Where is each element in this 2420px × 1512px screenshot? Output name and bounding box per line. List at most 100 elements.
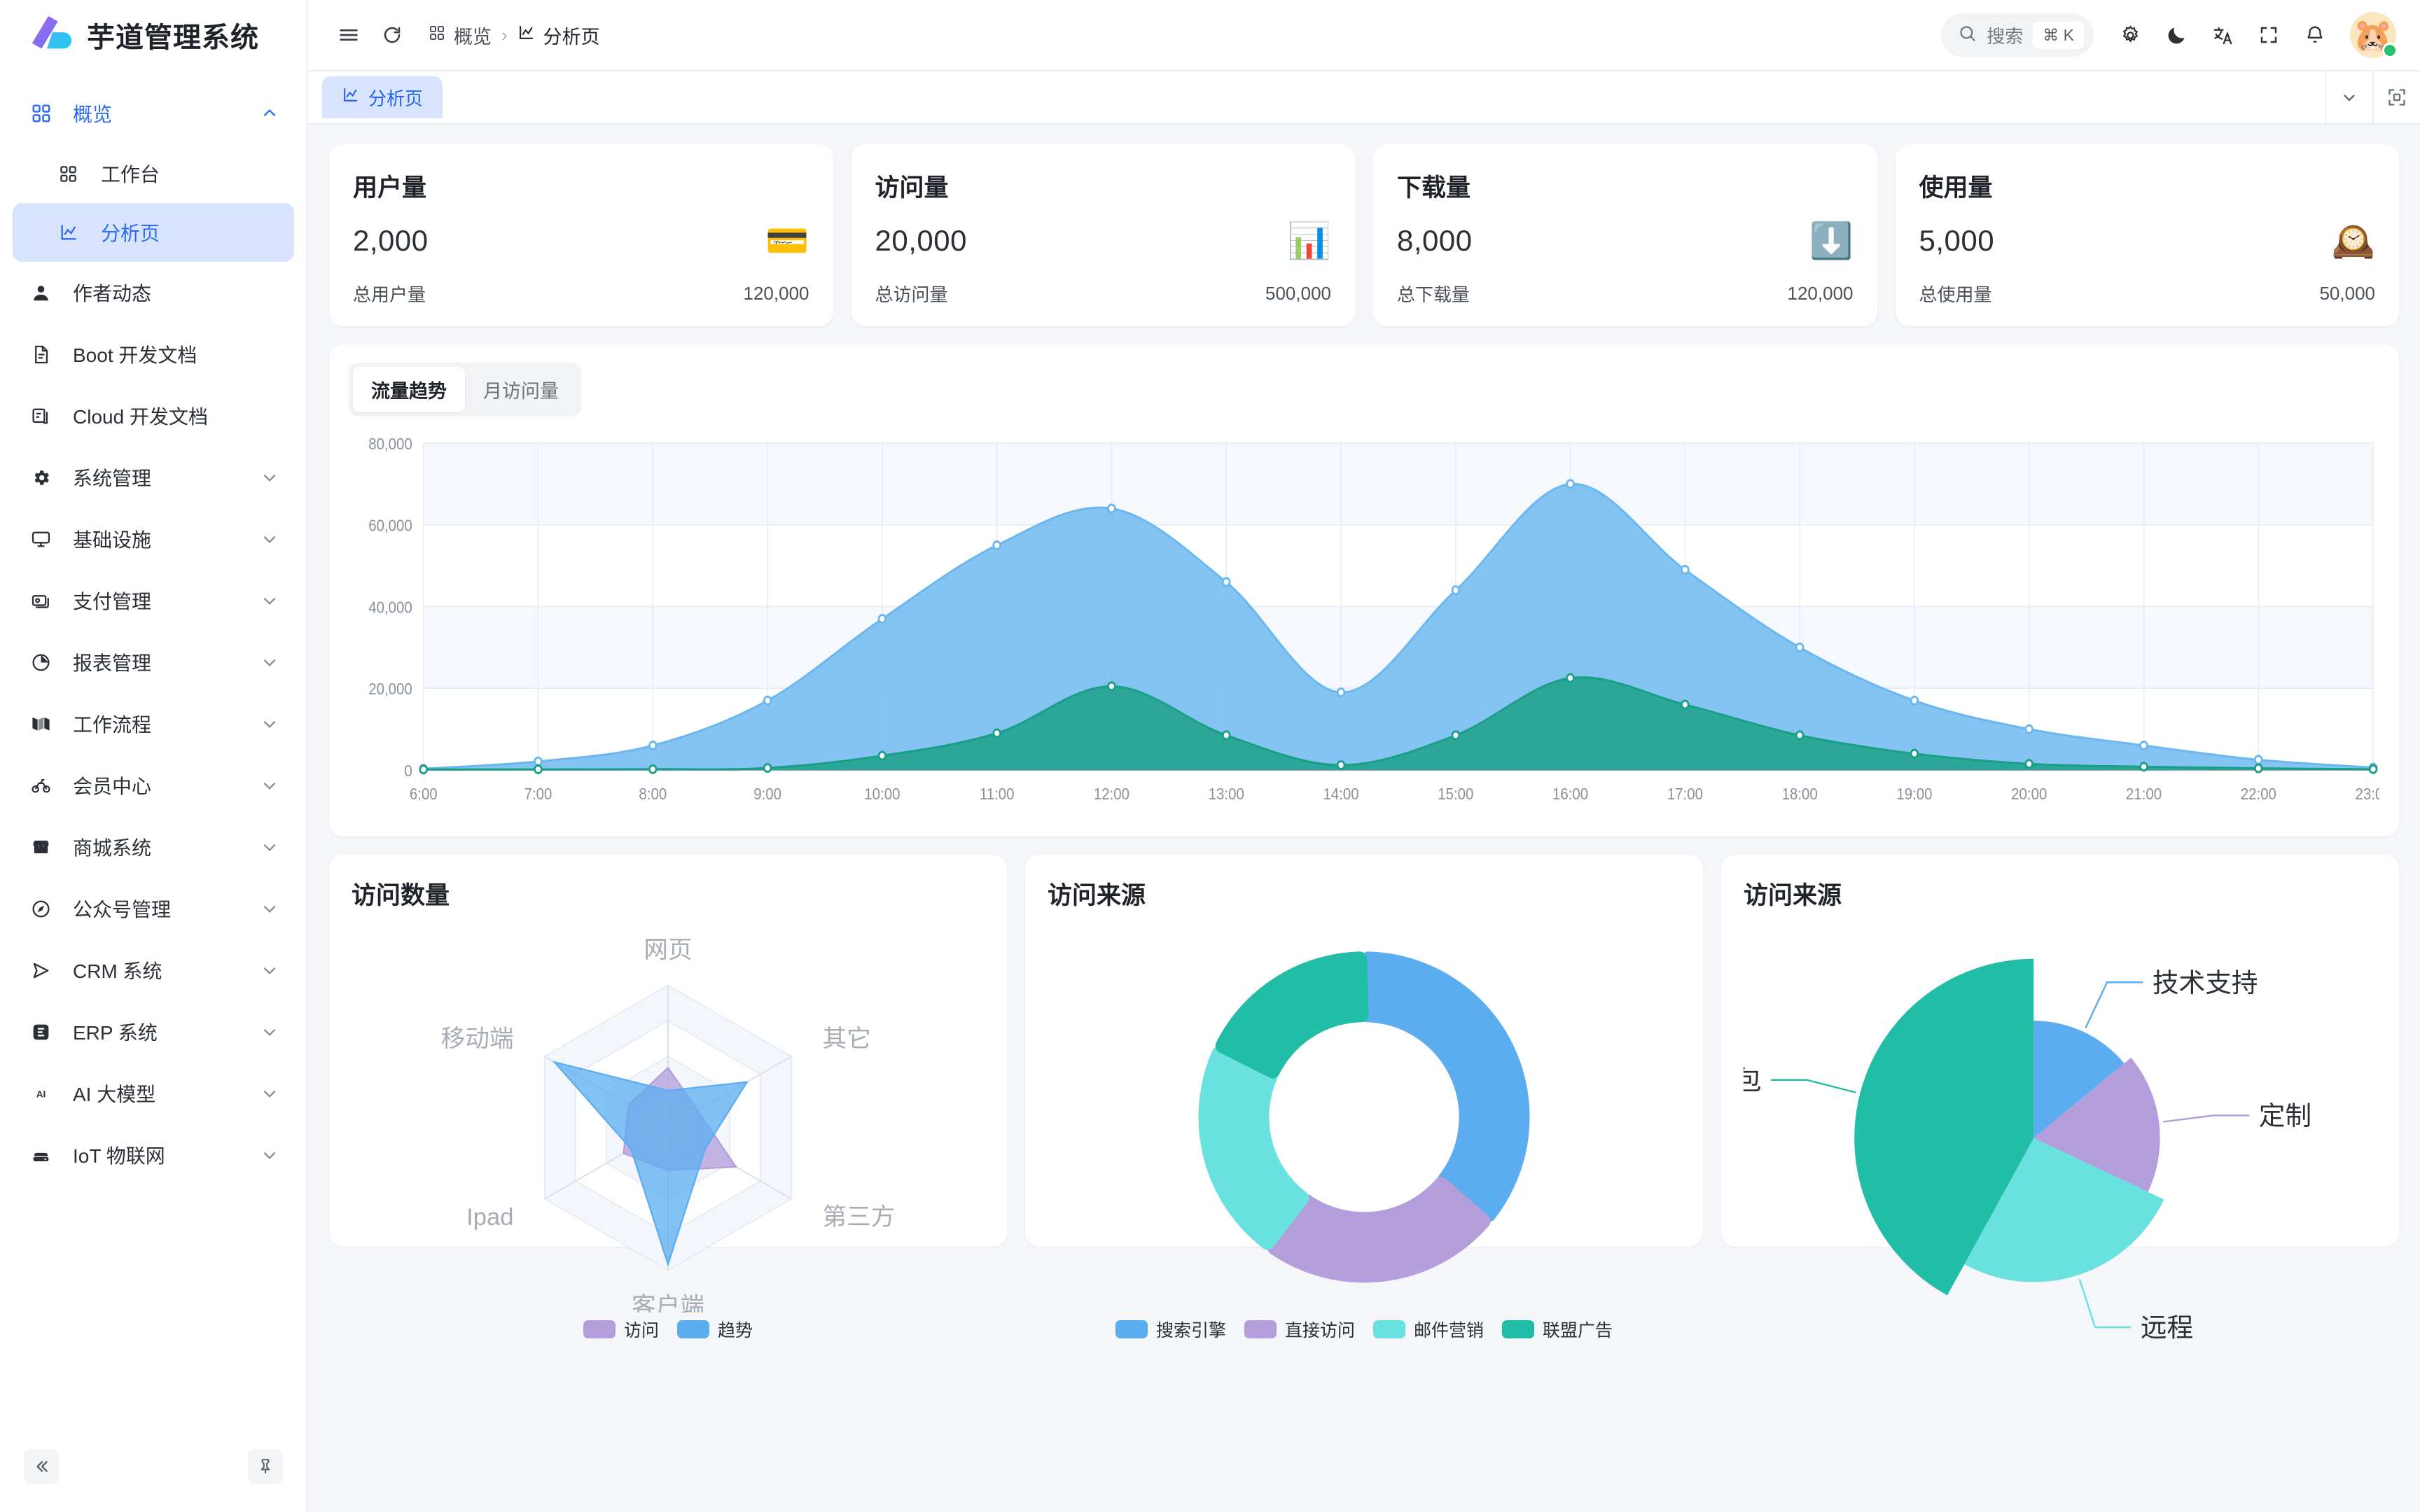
sidebar-item-workbench[interactable]: 工作台 bbox=[13, 144, 294, 203]
flow-icon bbox=[31, 714, 60, 734]
sidebar-item-cloud-docs[interactable]: Cloud 开发文档 bbox=[13, 385, 294, 447]
breadcrumb-label: 概览 bbox=[454, 26, 492, 48]
sidebar-collapse-button[interactable] bbox=[24, 1449, 59, 1484]
sidebar-nav: 概览 工作台 bbox=[0, 70, 307, 1435]
legend-item[interactable]: 邮件营销 bbox=[1373, 1317, 1484, 1342]
svg-text:19:00: 19:00 bbox=[1896, 785, 1932, 803]
stat-total: 总访问量 500,000 bbox=[875, 281, 1332, 307]
stat-total-label: 总下载量 bbox=[1397, 284, 1470, 305]
segment-traffic-trend[interactable]: 流量趋势 bbox=[353, 367, 465, 412]
search-input[interactable]: 搜索 ⌘ K bbox=[1941, 13, 2094, 57]
documents-icon bbox=[31, 406, 60, 426]
tab-analysis[interactable]: 分析页 bbox=[322, 76, 443, 118]
chevron-up-icon bbox=[260, 104, 279, 122]
sidebar-item-label: Boot 开发文档 bbox=[73, 344, 197, 366]
svg-text:9:00: 9:00 bbox=[753, 785, 781, 803]
legend-item[interactable]: 联盟广告 bbox=[1502, 1317, 1613, 1342]
sidebar-item-iot[interactable]: IoT 物联网 bbox=[13, 1124, 294, 1186]
stat-total-label: 总用户量 bbox=[353, 284, 426, 305]
tab-bar-actions bbox=[2325, 70, 2420, 125]
sidebar-item-member-center[interactable]: 会员中心 bbox=[13, 755, 294, 816]
sidebar-item-infrastructure[interactable]: 基础设施 bbox=[13, 508, 294, 570]
sidebar-item-official-account[interactable]: 公众号管理 bbox=[13, 878, 294, 939]
sidebar-item-analysis[interactable]: 分析页 bbox=[13, 203, 294, 262]
stat-value: 2,000 bbox=[353, 224, 429, 257]
stat-title: 下载量 bbox=[1397, 174, 1471, 202]
svg-text:60,000: 60,000 bbox=[368, 517, 412, 535]
stat-total-label: 总使用量 bbox=[1919, 284, 1992, 305]
sidebar-item-ai-model[interactable]: AI AI 大模型 bbox=[13, 1063, 294, 1124]
stat-card-downloads: 下载量 8,000 ⬇️ 总下载量 120,000 bbox=[1373, 144, 1877, 326]
brand-logo[interactable]: 芋道管理系统 bbox=[0, 0, 307, 70]
svg-text:10:00: 10:00 bbox=[864, 785, 900, 803]
segment-monthly-visits[interactable]: 月访问量 bbox=[483, 381, 559, 402]
logo-icon bbox=[28, 13, 71, 57]
svg-text:23:00: 23:00 bbox=[2356, 785, 2379, 803]
legend-label: 直接访问 bbox=[1284, 1320, 1355, 1340]
svg-text:定制: 定制 bbox=[2259, 1101, 2311, 1130]
moon-icon[interactable] bbox=[2155, 14, 2197, 56]
sidebar-item-crm-system[interactable]: CRM 系统 bbox=[13, 939, 294, 1001]
ai-icon: AI bbox=[31, 1084, 60, 1104]
svg-text:远程: 远程 bbox=[2141, 1313, 2193, 1343]
svg-text:16:00: 16:00 bbox=[1552, 785, 1588, 803]
sidebar-item-label: 概览 bbox=[73, 104, 113, 125]
legend-swatch bbox=[677, 1320, 709, 1338]
fullscreen-icon[interactable] bbox=[2248, 14, 2290, 56]
hamburger-icon[interactable] bbox=[329, 15, 368, 55]
translate-icon[interactable] bbox=[2202, 14, 2244, 56]
pie-chart-icon bbox=[31, 652, 60, 673]
radar-legend: 访问 趋势 bbox=[352, 1312, 985, 1342]
sidebar-item-mall-system[interactable]: 商城系统 bbox=[13, 816, 294, 878]
stat-total: 总下载量 120,000 bbox=[1397, 281, 1854, 307]
gear-icon[interactable] bbox=[2109, 14, 2151, 56]
avatar[interactable]: 🐹 bbox=[2350, 12, 2398, 58]
chevron-down-icon bbox=[260, 530, 279, 548]
erp-icon bbox=[31, 1022, 60, 1042]
stat-total-value: 120,000 bbox=[1787, 283, 1854, 304]
legend-label: 联盟广告 bbox=[1543, 1320, 1613, 1340]
search-icon bbox=[1958, 24, 1977, 46]
chevron-down-icon[interactable] bbox=[2325, 70, 2372, 125]
bell-icon[interactable] bbox=[2294, 14, 2336, 56]
svg-text:18:00: 18:00 bbox=[1782, 785, 1818, 803]
card-title: 访问来源 bbox=[1048, 882, 1146, 909]
breadcrumb-item-analysis[interactable]: 分析页 bbox=[517, 22, 600, 49]
sidebar-item-overview[interactable]: 概览 bbox=[13, 83, 294, 144]
sidebar-item-payment-management[interactable]: 支付管理 bbox=[13, 570, 294, 631]
svg-text:外包: 外包 bbox=[1744, 1065, 1762, 1095]
breadcrumb-item-overview[interactable]: 概览 bbox=[429, 22, 492, 49]
stat-card-visits: 访问量 20,000 📊 总访问量 500,000 bbox=[851, 144, 1355, 326]
stat-total-label: 总访问量 bbox=[875, 284, 948, 305]
trend-segmented-control: 流量趋势 月访问量 bbox=[349, 363, 581, 416]
legend-swatch bbox=[1115, 1320, 1148, 1338]
legend-item[interactable]: 直接访问 bbox=[1244, 1317, 1355, 1342]
legend-item[interactable]: 访问 bbox=[583, 1317, 659, 1342]
svg-text:20,000: 20,000 bbox=[368, 680, 412, 698]
svg-text:AI: AI bbox=[36, 1088, 46, 1099]
wallet-icon bbox=[31, 591, 60, 611]
content-fullscreen-icon[interactable] bbox=[2372, 70, 2420, 125]
sidebar-pin-button[interactable] bbox=[248, 1449, 283, 1484]
refresh-icon[interactable] bbox=[373, 15, 412, 55]
avatar-image: 🐹 bbox=[2350, 12, 2396, 58]
svg-text:12:00: 12:00 bbox=[1094, 785, 1129, 803]
sidebar-item-report-management[interactable]: 报表管理 bbox=[13, 631, 294, 693]
svg-text:11:00: 11:00 bbox=[980, 785, 1015, 803]
sidebar-item-boot-docs[interactable]: Boot 开发文档 bbox=[13, 323, 294, 385]
legend-item[interactable]: 趋势 bbox=[677, 1317, 753, 1342]
sidebar-item-workflow[interactable]: 工作流程 bbox=[13, 693, 294, 755]
svg-text:7:00: 7:00 bbox=[524, 785, 552, 803]
sidebar-item-system-management[interactable]: 系统管理 bbox=[13, 447, 294, 508]
svg-text:20:00: 20:00 bbox=[2011, 785, 2047, 803]
sidebar-item-author-feed[interactable]: 作者动态 bbox=[13, 262, 294, 323]
chevron-down-icon bbox=[260, 1084, 279, 1102]
legend-label: 访问 bbox=[623, 1320, 659, 1340]
sidebar-item-label: 会员中心 bbox=[73, 776, 152, 797]
sidebar-item-label: AI 大模型 bbox=[73, 1084, 156, 1105]
stat-title: 用户量 bbox=[353, 174, 427, 202]
sidebar-item-erp-system[interactable]: ERP 系统 bbox=[13, 1001, 294, 1063]
legend-item[interactable]: 搜索引擎 bbox=[1115, 1317, 1226, 1342]
grid-icon bbox=[31, 103, 60, 124]
